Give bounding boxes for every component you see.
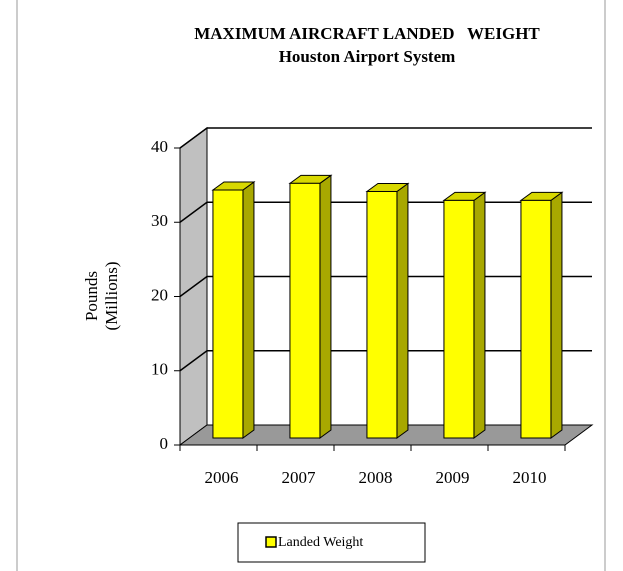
legend-label: Landed Weight: [278, 535, 363, 550]
y-tick-label: 20: [151, 285, 168, 304]
bar: [520, 199, 552, 439]
bar-side: [396, 182, 409, 439]
chart-subtitle: Houston Airport System: [279, 47, 456, 66]
x-tick-label: 2006: [205, 468, 239, 487]
bar: [443, 199, 475, 439]
y-tick-label: 0: [160, 434, 169, 453]
y-tick-label: 10: [151, 360, 168, 379]
bar-side: [319, 174, 332, 439]
y-tick-label: 40: [151, 137, 168, 156]
y-axis-label: Pounds (Millions): [82, 262, 121, 331]
bar-side: [473, 191, 486, 439]
x-tick-label: 2010: [513, 468, 547, 487]
bar: [212, 189, 244, 439]
legend-swatch: [265, 536, 277, 548]
bar: [366, 190, 398, 439]
grid-line: [179, 127, 592, 149]
bar-side: [550, 191, 563, 439]
bar: [289, 182, 321, 439]
y-tick-label: 30: [151, 211, 168, 230]
chart-title: MAXIMUM AIRCRAFT LANDED WEIGHT: [194, 24, 540, 43]
x-tick-label: 2008: [359, 468, 393, 487]
x-tick-label: 2009: [436, 468, 470, 487]
x-tick-label: 2007: [282, 468, 317, 487]
y-label-line: Pounds: [82, 271, 101, 321]
y-label-line: (Millions): [102, 262, 121, 331]
bar-side: [242, 181, 255, 439]
